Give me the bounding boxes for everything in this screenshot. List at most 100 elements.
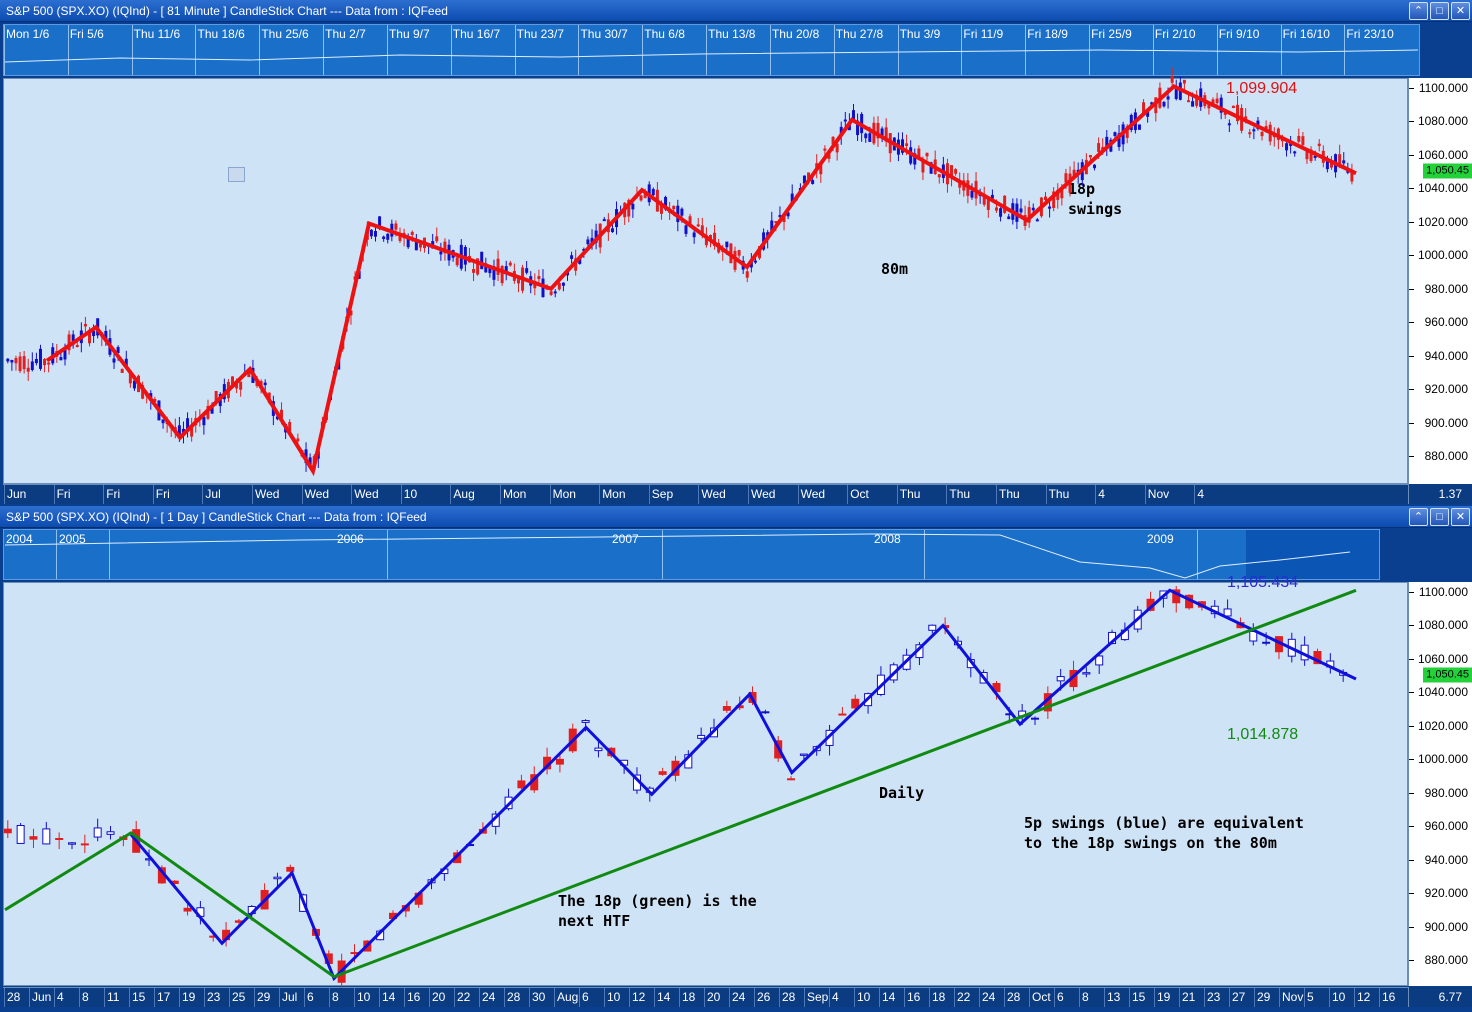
x-tick-label: Oct — [1032, 990, 1051, 1004]
bottom-x-axis[interactable]: 28 Jun 4 8 11 15 17 19 23 25 29 Jul 6 8 10 14 16 20 22 24 28… — [3, 987, 1408, 1007]
x-tick-label: 17 — [157, 990, 171, 1004]
nav-divider — [387, 530, 388, 579]
x-separator — [698, 485, 700, 504]
x-separator — [579, 988, 580, 1007]
bottom-panel-titlebar[interactable]: S&P 500 (SPX.XO) (IQInd) - [ 1 Day ] Can… — [0, 506, 1472, 528]
x-separator — [954, 988, 955, 1007]
candle-body — [1305, 151, 1309, 160]
x-separator — [104, 988, 105, 1007]
candle-body — [22, 356, 26, 370]
x-tick-label: 4 — [57, 990, 64, 1004]
candle-body — [999, 208, 1003, 217]
y-tick-mark — [1409, 893, 1414, 895]
y-tick-mark — [1409, 188, 1414, 190]
top-restore-icon[interactable]: ⌃ — [1409, 2, 1428, 20]
bottom-x-value: 6.77 — [1408, 987, 1472, 1007]
bottom-close-icon[interactable]: ✕ — [1451, 508, 1470, 526]
candle-body — [1044, 196, 1048, 200]
candle-body — [1186, 100, 1190, 103]
candle-body — [1191, 101, 1195, 107]
bottom-note-green: The 18p (green) is the next HTF — [558, 892, 757, 930]
candle-body — [631, 203, 635, 210]
x-tick-label: 4 — [832, 990, 839, 1004]
nav-divider — [662, 530, 663, 579]
y-tick-label: 940.000 — [1424, 852, 1468, 867]
candle-body — [876, 122, 880, 139]
nav-label: Fri 18/9 — [1027, 27, 1068, 41]
x-separator — [500, 485, 501, 504]
top-y-axis[interactable]: 1100.000 1080.000 1060.000 1040.000 1020.000… — [1408, 78, 1472, 484]
candle-body — [3, 828, 12, 834]
candle-body — [516, 279, 520, 284]
top-x-axis[interactable]: Jun Fri Fri Fri Jul Wed Wed Wed 10 Aug Mon Mon Mon Se… — [3, 484, 1408, 504]
nav-label: 2007 — [612, 532, 639, 546]
bottom-restore-icon[interactable]: ⌃ — [1409, 508, 1428, 526]
y-tick-label: 1000.000 — [1417, 248, 1468, 263]
x-tick-label: 14 — [882, 990, 896, 1004]
candle-body — [1293, 151, 1297, 154]
chart-tool-icon[interactable] — [228, 167, 245, 182]
top-close-icon[interactable]: ✕ — [1451, 2, 1470, 20]
bottom-navigator-strip[interactable]: 2004 2005 2006 2007 2008 2009 — [3, 529, 1380, 580]
bottom-maximize-icon[interactable]: □ — [1430, 508, 1449, 526]
candle-body — [106, 831, 115, 835]
y-tick-label: 1060.000 — [1417, 147, 1468, 162]
y-tick-mark — [1409, 960, 1414, 961]
top-panel-titlebar[interactable]: S&P 500 (SPX.XO) (IQInd) - [ 81 Minute ]… — [0, 0, 1472, 22]
candle-body — [386, 233, 390, 240]
x-tick-label: 10 — [1332, 990, 1346, 1004]
x-separator — [1104, 988, 1105, 1007]
x-separator — [1129, 988, 1130, 1007]
bottom-panel-title: S&P 500 (SPX.XO) (IQInd) - [ 1 Day ] Can… — [6, 510, 427, 524]
x-separator — [748, 485, 749, 504]
candle-body — [954, 169, 958, 174]
candle-body — [994, 207, 998, 211]
candle-body — [725, 241, 729, 248]
x-separator — [1194, 485, 1196, 504]
candle-body — [435, 236, 439, 242]
x-tick-label: Wed — [255, 487, 280, 501]
nav-label: 2008 — [874, 532, 901, 546]
x-tick-label: Nov — [1282, 990, 1304, 1004]
y-tick-mark — [1409, 592, 1414, 593]
x-tick-label: 10 — [607, 990, 621, 1004]
top-navigator-strip[interactable]: Mon 1/6 Fri 5/6 Thu 11/6 Thu 18/6 Thu 25/6 Th… — [3, 24, 1420, 76]
candle-body — [811, 180, 815, 184]
nav-visible-window[interactable] — [1246, 530, 1379, 579]
candle-body — [132, 380, 136, 389]
x-separator — [979, 988, 980, 1007]
candle-body — [1088, 154, 1092, 158]
x-tick-label: 20 — [432, 990, 446, 1004]
x-separator — [599, 485, 601, 504]
x-separator — [604, 988, 605, 1007]
y-tick-mark — [1409, 221, 1414, 223]
top-plot-area[interactable] — [3, 78, 1408, 484]
x-separator — [304, 988, 305, 1007]
x-separator — [103, 485, 105, 504]
x-separator — [429, 988, 430, 1007]
x-tick-label: 13 — [1107, 990, 1121, 1004]
candle-body — [517, 780, 526, 789]
y-tick-mark — [1409, 692, 1414, 694]
candle-body — [549, 291, 553, 295]
nav-label: Fri 5/6 — [69, 27, 104, 41]
candle-body — [6, 358, 10, 362]
x-tick-label: Fri — [56, 487, 71, 501]
y-tick-mark — [1409, 759, 1414, 761]
x-tick-label: 8 — [1082, 990, 1089, 1004]
x-separator — [1004, 988, 1005, 1007]
candle-body — [761, 711, 770, 714]
x-tick-label: 16 — [907, 990, 921, 1004]
x-separator — [896, 485, 898, 504]
x-separator — [654, 988, 655, 1007]
x-tick-label: Jun — [7, 487, 27, 501]
candle-body — [1231, 105, 1235, 109]
bottom-y-axis[interactable]: 1100.000 1080.000 1060.000 1040.000 1020.000… — [1408, 582, 1472, 986]
y-tick-label: 940.000 — [1424, 348, 1468, 363]
x-tick-label: Mon — [552, 487, 576, 501]
x-tick-label: Jun — [32, 990, 52, 1004]
x-separator — [1144, 485, 1146, 504]
bottom-plot-area[interactable] — [3, 582, 1408, 986]
y-tick-label: 1100.000 — [1418, 81, 1468, 95]
top-maximize-icon[interactable]: □ — [1430, 2, 1449, 20]
